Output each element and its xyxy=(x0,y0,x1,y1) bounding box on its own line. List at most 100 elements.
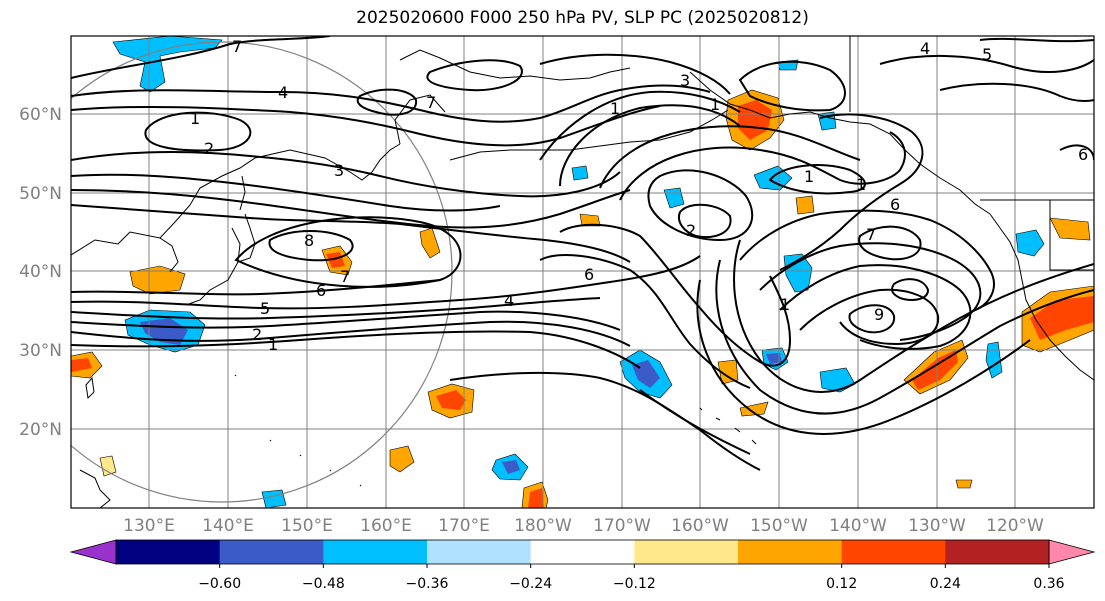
siberia-coastline xyxy=(399,49,631,81)
lon-label: 130°E xyxy=(123,516,175,536)
contour-label: 2 xyxy=(686,221,696,240)
colorbar-segment xyxy=(323,540,428,564)
colorbar-tick-label: −0.24 xyxy=(509,576,552,592)
positive-pv-anomalies xyxy=(71,89,1094,508)
contour-label: 1 xyxy=(780,295,790,314)
map-title: 2025020600 F000 250 hPa PV, SLP PC (2025… xyxy=(356,8,809,28)
asia-coastline xyxy=(71,143,401,256)
lon-label: 170°W xyxy=(593,516,651,536)
lat-label: 50°N xyxy=(19,184,62,204)
pv-anomaly-negative xyxy=(663,187,685,209)
contour-line xyxy=(768,164,866,195)
contour-line xyxy=(539,90,741,161)
lon-label: 150°W xyxy=(750,516,808,536)
pv-anomaly-negative xyxy=(766,353,782,364)
pv-anomaly-positive xyxy=(389,445,415,473)
contour-label: 2 xyxy=(204,139,214,158)
colorbar-segment xyxy=(738,540,843,564)
lon-label: 140°W xyxy=(829,516,887,536)
contour-label: 1 xyxy=(804,167,814,186)
contour-line xyxy=(733,239,1094,393)
pv-anomaly-negative xyxy=(985,341,1003,379)
colorbar-segment xyxy=(634,540,739,564)
lon-label: 150°E xyxy=(281,516,333,536)
lon-label: 180°W xyxy=(514,516,572,536)
contour-line xyxy=(619,131,906,201)
taiwan-coastline xyxy=(85,376,95,400)
contour-line xyxy=(891,278,930,301)
contour-label: 1 xyxy=(190,109,200,128)
contour-line xyxy=(144,111,252,152)
colorbar-frame xyxy=(115,539,1050,565)
contour-label: 6 xyxy=(890,195,900,214)
contour-label: 6 xyxy=(1078,145,1088,164)
pv-anomaly-positive xyxy=(528,488,544,508)
pv-anomaly-positive xyxy=(739,401,769,417)
contour-label: 7 xyxy=(426,93,436,112)
contour-line xyxy=(71,320,631,347)
coastlines xyxy=(71,36,1094,508)
pv-anomaly-positive xyxy=(912,350,958,390)
contour-line xyxy=(71,255,701,310)
graticule xyxy=(71,36,1094,508)
contour-label: 7 xyxy=(340,267,350,286)
lat-label: 30°N xyxy=(19,341,62,361)
contour-line xyxy=(71,310,621,331)
pv-anomaly-negative xyxy=(261,489,287,508)
lon-label: 140°E xyxy=(202,516,254,536)
contour-labels: 7 4 1 2 3 8 6 7 5 2 1 6 4 7 1 3 1 2 1 1 … xyxy=(190,37,1088,354)
contour-label: 5 xyxy=(982,45,992,64)
pv-anomaly-negative xyxy=(502,460,520,474)
colorbar-tick-label: 0.24 xyxy=(930,576,961,592)
contour-line xyxy=(848,304,896,334)
contour-line xyxy=(939,82,1094,102)
colorbar-segment xyxy=(530,540,635,564)
contour-label: 1 xyxy=(710,95,720,114)
lat-label: 40°N xyxy=(19,262,62,282)
contour-line xyxy=(739,209,995,313)
contour-line xyxy=(71,297,601,320)
korea-coastline xyxy=(159,237,179,273)
contour-line xyxy=(858,225,922,261)
lon-label: 170°E xyxy=(438,516,490,536)
colorbar-segment xyxy=(219,540,324,564)
contour-line xyxy=(356,88,418,116)
longitude-labels: 130°E 140°E 150°E 160°E 170°E 180°W 170°… xyxy=(123,516,1044,536)
latitude-labels: 60°N 50°N 40°N 30°N 20°N xyxy=(19,105,62,440)
north-america-coastline xyxy=(989,213,1094,381)
contour-label: 1 xyxy=(610,99,620,118)
contour-line xyxy=(559,223,792,367)
pv-anomaly-positive xyxy=(436,390,466,410)
contour-line xyxy=(779,113,924,271)
pv-anomaly-negative xyxy=(819,367,856,393)
pv-anomaly-positive xyxy=(71,358,92,372)
pv-anomaly-negative xyxy=(1015,229,1045,257)
contour-label: 6 xyxy=(316,281,326,300)
colorbar-segment xyxy=(945,540,1050,564)
contour-line xyxy=(71,330,641,369)
contour-line xyxy=(779,264,972,350)
kamchatka-coastline xyxy=(394,94,446,145)
pv-shading xyxy=(71,36,1094,508)
pv-anomaly-negative xyxy=(140,318,188,345)
contour-line xyxy=(639,389,751,455)
colorbar-max-extension xyxy=(1048,539,1096,565)
contour-label: 4 xyxy=(504,291,514,310)
contour-line xyxy=(1059,144,1094,161)
contour-line xyxy=(71,173,501,212)
contour-label: 8 xyxy=(304,231,314,250)
sakhalin-coastline xyxy=(239,175,246,211)
contour-label: 7 xyxy=(866,225,876,244)
map-frame xyxy=(70,35,1095,509)
contour-line xyxy=(979,37,1094,43)
philippines-coastline xyxy=(79,469,111,508)
lon-label: 130°W xyxy=(908,516,966,536)
contour-label: 5 xyxy=(260,299,270,318)
pv-anomaly-positive xyxy=(717,359,739,385)
colorbar-min-extension xyxy=(69,539,117,565)
pv-anomaly-positive xyxy=(129,265,186,295)
colorbar-tick-label: −0.48 xyxy=(302,576,345,592)
contour-label: 9 xyxy=(874,305,884,324)
pv-anomaly-positive xyxy=(419,227,441,259)
contour-label: 7 xyxy=(232,37,242,56)
